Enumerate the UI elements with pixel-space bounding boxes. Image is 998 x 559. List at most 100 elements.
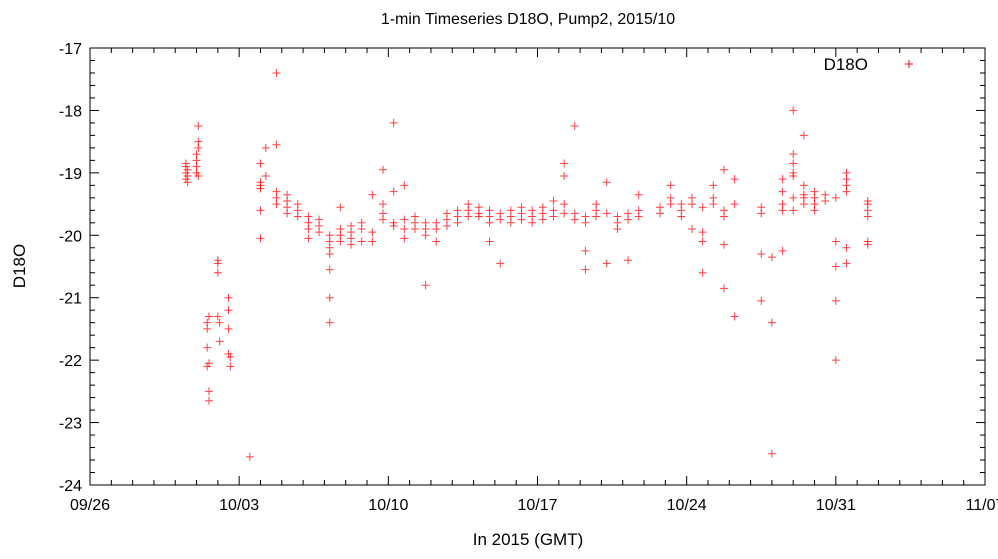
x-tick-label: 10/24 — [667, 497, 707, 514]
data-point — [442, 221, 451, 230]
data-point — [432, 237, 441, 246]
data-point — [698, 268, 707, 277]
x-tick-label: 10/10 — [368, 497, 408, 514]
legend-marker — [905, 60, 913, 68]
data-point — [336, 237, 345, 246]
data-point — [581, 265, 590, 274]
data-point — [634, 212, 643, 221]
axis-ticks — [89, 47, 986, 486]
data-point — [410, 225, 419, 234]
x-axis-label: In 2015 (GMT) — [473, 530, 584, 549]
data-point — [432, 225, 441, 234]
data-point — [730, 200, 739, 209]
data-point — [778, 206, 787, 215]
data-point — [730, 312, 739, 321]
data-point — [719, 212, 728, 221]
data-point — [304, 234, 313, 243]
data-point — [570, 215, 579, 224]
data-point — [687, 193, 696, 202]
data-point — [656, 209, 665, 218]
data-point — [560, 171, 569, 180]
data-points — [181, 68, 872, 461]
y-tick-label: -24 — [59, 478, 82, 495]
data-point — [226, 362, 235, 371]
data-point — [368, 237, 377, 246]
data-point — [789, 150, 798, 159]
data-point — [368, 190, 377, 199]
data-point — [357, 237, 366, 246]
data-point — [464, 200, 473, 209]
data-point — [453, 218, 462, 227]
data-point — [624, 256, 633, 265]
data-point — [789, 193, 798, 202]
data-point — [194, 143, 203, 152]
data-point — [421, 281, 430, 290]
data-point — [677, 212, 686, 221]
data-point — [496, 215, 505, 224]
data-point — [581, 246, 590, 255]
data-point — [485, 218, 494, 227]
x-tick-label: 09/26 — [70, 497, 110, 514]
data-point — [821, 196, 830, 205]
data-point — [215, 337, 224, 346]
data-point — [256, 234, 265, 243]
data-point — [224, 306, 233, 315]
y-tick-label: -17 — [59, 41, 82, 58]
data-point — [464, 212, 473, 221]
data-point — [778, 246, 787, 255]
data-point — [863, 212, 872, 221]
data-point — [719, 284, 728, 293]
data-point — [181, 159, 190, 168]
data-point — [666, 193, 675, 202]
data-point — [325, 318, 334, 327]
data-point — [400, 181, 409, 190]
data-point — [799, 181, 808, 190]
data-point — [496, 259, 505, 268]
data-point — [261, 143, 270, 152]
data-point — [613, 225, 622, 234]
data-point — [485, 237, 494, 246]
data-point — [336, 203, 345, 212]
data-point — [549, 212, 558, 221]
data-point — [245, 452, 254, 461]
data-point — [506, 218, 515, 227]
data-point — [272, 187, 281, 196]
data-point — [624, 215, 633, 224]
data-point — [757, 250, 766, 259]
data-point — [213, 268, 222, 277]
data-point — [194, 171, 203, 180]
data-point — [517, 215, 526, 224]
data-point — [799, 200, 808, 209]
y-tick-label: -19 — [59, 166, 82, 183]
data-point — [767, 449, 776, 458]
data-point — [400, 234, 409, 243]
data-point — [730, 175, 739, 184]
data-point — [719, 165, 728, 174]
data-point — [778, 187, 787, 196]
data-point — [389, 221, 398, 230]
data-point — [325, 250, 334, 259]
data-point — [842, 243, 851, 252]
data-point — [831, 193, 840, 202]
data-point — [315, 228, 324, 237]
data-point — [767, 253, 776, 262]
data-point — [215, 318, 224, 327]
y-axis-label: D18O — [10, 244, 29, 288]
data-point — [757, 209, 766, 218]
data-point — [570, 122, 579, 131]
data-point — [272, 200, 281, 209]
data-point — [602, 259, 611, 268]
x-tick-label: 10/17 — [517, 497, 557, 514]
data-point — [709, 181, 718, 190]
data-point — [474, 212, 483, 221]
legend: D18O — [824, 55, 913, 74]
data-point — [224, 324, 233, 333]
data-point — [778, 175, 787, 184]
data-point — [283, 190, 292, 199]
data-point — [204, 387, 213, 396]
data-point — [183, 165, 192, 174]
y-tick-label: -20 — [59, 228, 82, 245]
data-point — [453, 206, 462, 215]
